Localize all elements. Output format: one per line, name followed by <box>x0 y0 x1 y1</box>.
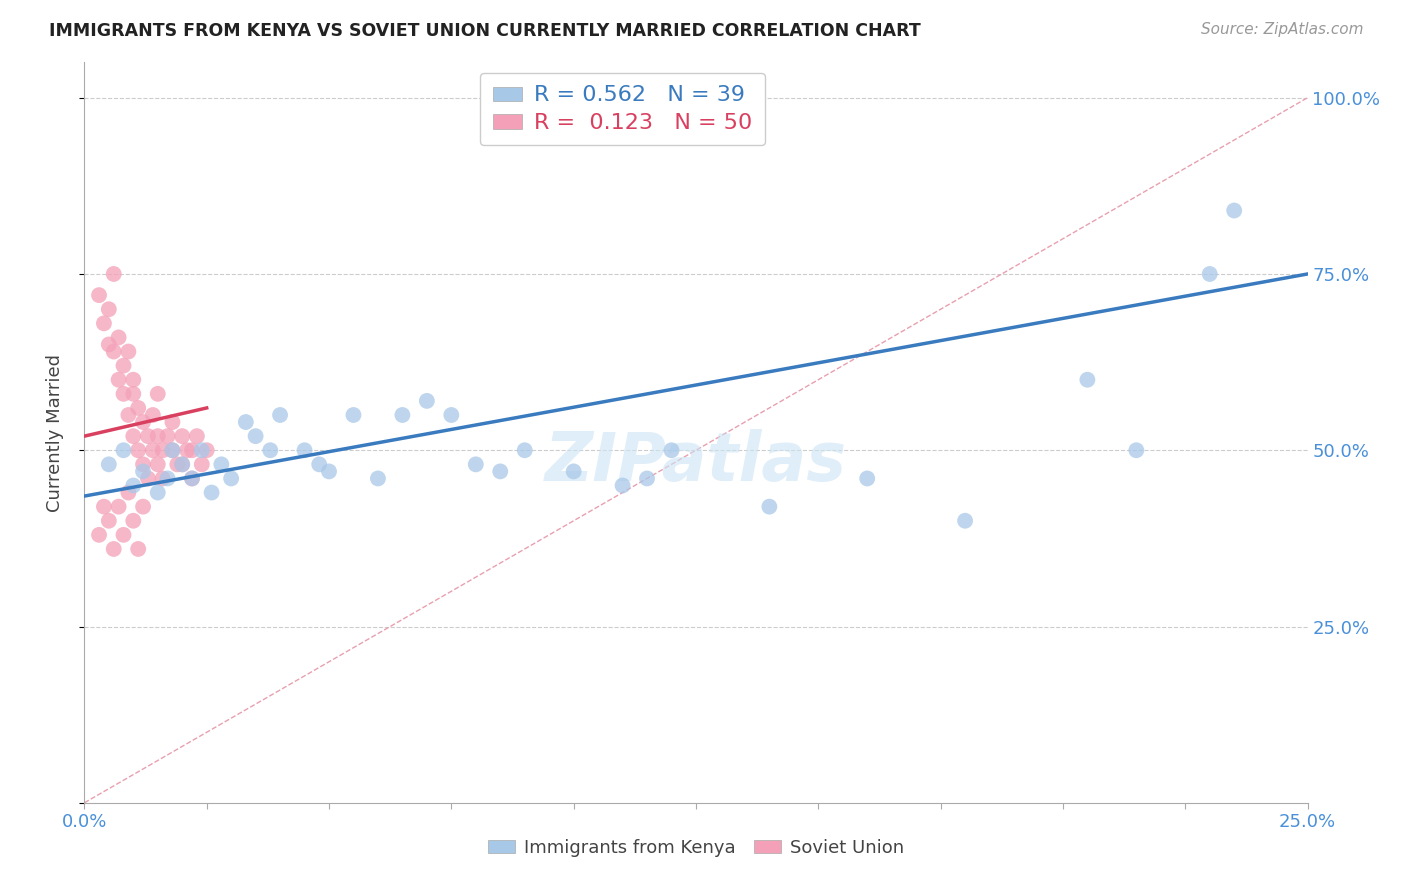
Point <box>186 429 208 443</box>
Point <box>122 373 145 387</box>
Point <box>93 500 115 514</box>
Point <box>181 471 204 485</box>
Point <box>117 344 139 359</box>
Point <box>103 267 125 281</box>
Point <box>97 337 120 351</box>
Point <box>117 485 139 500</box>
Point <box>440 408 463 422</box>
Point <box>195 443 218 458</box>
Point <box>235 415 257 429</box>
Point <box>146 429 169 443</box>
Point <box>112 443 135 458</box>
Point <box>122 429 145 443</box>
Point <box>166 458 188 472</box>
Point <box>97 302 120 317</box>
Point <box>172 429 194 443</box>
Point <box>152 443 174 458</box>
Point <box>294 443 316 458</box>
Point <box>181 471 204 485</box>
Point <box>127 401 149 415</box>
Point <box>953 514 976 528</box>
Point <box>308 458 330 472</box>
Point <box>162 443 184 458</box>
Point <box>122 514 145 528</box>
Point <box>489 464 512 478</box>
Point <box>172 458 194 472</box>
Point <box>142 443 165 458</box>
Point <box>191 443 214 458</box>
Point <box>117 408 139 422</box>
Point <box>146 387 169 401</box>
Text: ZIPatlas: ZIPatlas <box>546 429 846 495</box>
Point <box>146 458 169 472</box>
Point <box>513 443 536 458</box>
Point <box>132 464 155 478</box>
Point <box>127 443 149 458</box>
Point <box>112 387 135 401</box>
Point <box>146 485 169 500</box>
Point <box>162 443 184 458</box>
Point <box>172 458 194 472</box>
Point <box>87 288 110 302</box>
Text: IMMIGRANTS FROM KENYA VS SOVIET UNION CURRENTLY MARRIED CORRELATION CHART: IMMIGRANTS FROM KENYA VS SOVIET UNION CU… <box>49 22 921 40</box>
Y-axis label: Currently Married: Currently Married <box>45 353 63 512</box>
Point <box>269 408 291 422</box>
Point <box>132 415 155 429</box>
Point <box>136 471 159 485</box>
Point <box>562 464 585 478</box>
Point <box>1125 443 1147 458</box>
Point <box>318 464 340 478</box>
Point <box>200 485 222 500</box>
Point <box>132 500 155 514</box>
Point <box>1076 373 1098 387</box>
Point <box>191 458 214 472</box>
Point <box>245 429 267 443</box>
Point <box>132 458 155 472</box>
Point <box>612 478 634 492</box>
Point <box>112 359 135 373</box>
Point <box>93 316 115 330</box>
Point <box>122 387 145 401</box>
Point <box>87 528 110 542</box>
Point <box>136 429 159 443</box>
Point <box>416 393 439 408</box>
Point <box>1198 267 1220 281</box>
Point <box>367 471 389 485</box>
Point <box>181 443 204 458</box>
Point <box>107 330 129 344</box>
Point <box>103 344 125 359</box>
Point <box>107 500 129 514</box>
Point <box>97 458 120 472</box>
Point <box>103 541 125 556</box>
Point <box>661 443 683 458</box>
Point <box>856 471 879 485</box>
Point <box>219 471 242 485</box>
Point <box>142 408 165 422</box>
Point <box>464 458 486 472</box>
Point <box>152 471 174 485</box>
Point <box>758 500 780 514</box>
Point <box>391 408 413 422</box>
Point <box>176 443 198 458</box>
Point <box>156 471 179 485</box>
Point <box>162 415 184 429</box>
Point <box>1223 203 1246 218</box>
Point <box>107 373 129 387</box>
Legend: Immigrants from Kenya, Soviet Union: Immigrants from Kenya, Soviet Union <box>481 831 911 864</box>
Point <box>97 514 120 528</box>
Point <box>122 478 145 492</box>
Point <box>209 458 232 472</box>
Point <box>636 471 658 485</box>
Point <box>156 429 179 443</box>
Text: Source: ZipAtlas.com: Source: ZipAtlas.com <box>1201 22 1364 37</box>
Point <box>112 528 135 542</box>
Point <box>259 443 281 458</box>
Point <box>127 541 149 556</box>
Point <box>342 408 364 422</box>
